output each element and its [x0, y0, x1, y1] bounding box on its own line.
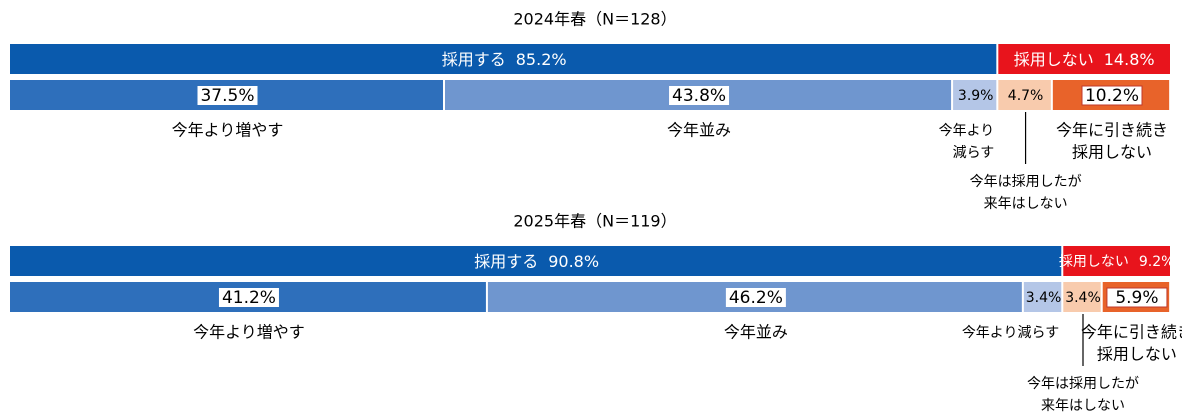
- value-label: 10.2%: [1085, 86, 1139, 106]
- category-label: 採用しない: [1072, 143, 1152, 162]
- category-label: 今年より増やす: [193, 323, 305, 342]
- segment-name: 採用する: [442, 50, 506, 69]
- summary-label: 採用しない 9.2%: [1059, 254, 1175, 270]
- value-label: 14.8%: [1104, 50, 1155, 69]
- category-label: 今年より: [939, 123, 995, 139]
- summary-segment: [998, 44, 1170, 74]
- category-label: 来年はしない: [984, 196, 1068, 212]
- summary-segment: [1063, 246, 1170, 276]
- category-label: 減らす: [953, 144, 995, 161]
- category-label: 今年より減らす: [962, 324, 1059, 341]
- value-label: 5.9%: [1115, 288, 1158, 308]
- value-label-box: [1081, 85, 1143, 106]
- summary-segment: [10, 246, 1062, 276]
- category-label: 今年に引き続き: [1081, 323, 1182, 342]
- value-label: 9.2%: [1139, 254, 1175, 270]
- summary-label: 採用する 85.2%: [442, 50, 567, 69]
- value-label: 46.2%: [729, 288, 783, 308]
- value-label: 3.4%: [1026, 290, 1062, 306]
- category-label: 今年は採用したが: [1027, 376, 1139, 392]
- segment-name: 採用する: [474, 252, 538, 271]
- breakdown-segment: [953, 80, 997, 110]
- value-label: 4.7%: [1008, 88, 1044, 104]
- category-label: 今年より増やす: [172, 121, 284, 140]
- category-label: 今年に引き続き: [1056, 121, 1168, 140]
- value-label: 85.2%: [516, 50, 567, 69]
- category-label: 来年はしない: [1041, 398, 1125, 412]
- value-label: 3.9%: [958, 88, 994, 104]
- value-label-box: [1106, 287, 1168, 308]
- chart-title: 2025年春（N＝119）: [513, 212, 676, 231]
- value-label: 90.8%: [548, 252, 599, 271]
- breakdown-segment: [998, 80, 1051, 110]
- segment-name: 採用しない: [1014, 50, 1094, 69]
- summary-segment: [10, 44, 997, 74]
- summary-label: 採用しない 14.8%: [1014, 50, 1155, 69]
- value-label: 3.4%: [1065, 290, 1101, 306]
- value-label: 37.5%: [200, 86, 254, 106]
- category-label: 今年並み: [724, 323, 788, 342]
- value-label-box: [669, 86, 730, 105]
- value-label: 41.2%: [222, 288, 276, 308]
- value-label-box: [197, 86, 258, 105]
- category-label: 今年は採用したが: [970, 174, 1082, 190]
- value-label-box: [218, 288, 279, 307]
- category-label: 今年並み: [667, 121, 731, 140]
- breakdown-segment: [1023, 282, 1062, 312]
- value-label-box: [725, 288, 786, 307]
- summary-label: 採用する 90.8%: [474, 252, 599, 271]
- chart-title: 2024年春（N＝128）: [513, 10, 676, 29]
- segment-name: 採用しない: [1059, 254, 1129, 270]
- category-label: 採用しない: [1097, 345, 1177, 364]
- breakdown-segment: [1063, 282, 1101, 312]
- value-label: 43.8%: [672, 86, 726, 106]
